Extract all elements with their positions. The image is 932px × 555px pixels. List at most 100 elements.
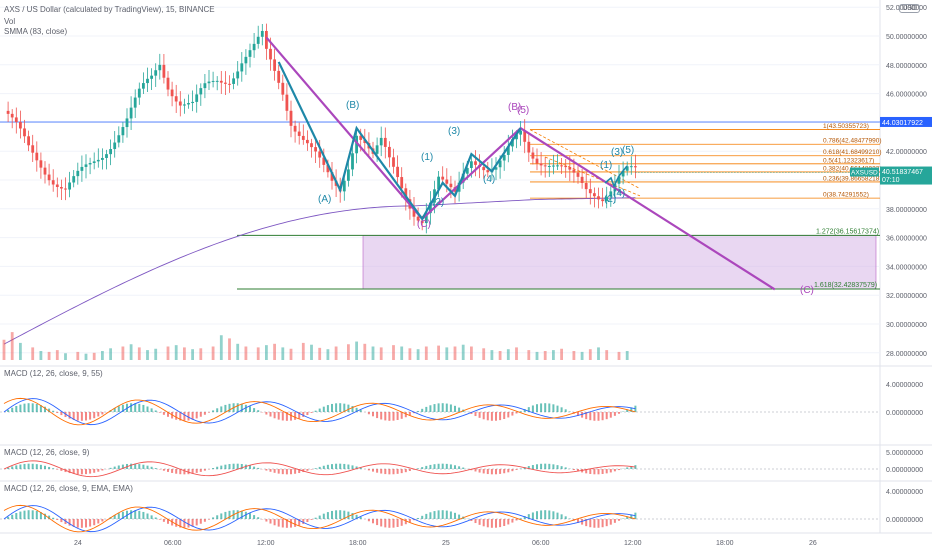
macd3-histogram-bar — [557, 513, 559, 519]
macd2-histogram-bar — [257, 468, 259, 469]
macd2-histogram-bar — [618, 469, 620, 470]
macd1-histogram-bar — [11, 408, 13, 412]
macd1-histogram-bar — [503, 412, 505, 419]
price-tick-label: 30.00000000 — [886, 322, 927, 329]
macd1-histogram-bar — [446, 404, 448, 412]
macd2-histogram-bar — [130, 464, 132, 469]
macd1-histogram-bar — [479, 412, 481, 418]
volume-bar — [560, 349, 563, 360]
time-tick-label: 25 — [442, 540, 450, 547]
macd3-histogram-bar — [306, 519, 308, 522]
wave-label-teal: (4) — [613, 188, 625, 199]
macd2-histogram-bar — [602, 469, 604, 474]
macd3-histogram-bar — [335, 510, 337, 519]
macd2-histogram-bar — [183, 469, 185, 474]
candle-body — [302, 136, 305, 140]
macd1-histogram-bar — [315, 411, 317, 412]
price-tick-label: 50.00000000 — [886, 34, 927, 41]
candle-body — [44, 168, 47, 175]
macd1-histogram-bar — [331, 404, 333, 412]
candle-body — [269, 49, 272, 60]
volume-bar — [236, 344, 239, 360]
macd2-histogram-bar — [212, 468, 214, 469]
macd3-histogram-bar — [495, 519, 497, 528]
macd2-histogram-bar — [265, 469, 267, 471]
macd2-histogram-bar — [286, 469, 288, 474]
macd2-histogram-bar — [405, 469, 407, 472]
time-tick-label: 18:00 — [716, 540, 734, 547]
macd3-histogram-bar — [384, 519, 386, 527]
price-tick-label: 34.00000000 — [886, 264, 927, 271]
candle-body — [253, 44, 256, 50]
macd3-histogram-bar — [36, 511, 38, 519]
macd1-histogram-bar — [323, 407, 325, 412]
candle-body — [585, 183, 588, 189]
macd3-histogram-bar — [302, 519, 304, 524]
candle-body — [60, 187, 63, 189]
macd2-histogram-bar — [561, 466, 563, 469]
macd2-histogram-bar — [565, 467, 567, 469]
wave-label-teal: (4) — [483, 174, 495, 185]
macd3-histogram-bar — [85, 519, 87, 527]
macd3-histogram-bar — [536, 511, 538, 519]
wave-label-teal: (1) — [421, 152, 433, 163]
macd1-histogram-bar — [163, 412, 165, 415]
macd3-histogram-bar — [89, 519, 91, 527]
macd1-histogram-bar — [97, 412, 99, 416]
macd1-histogram-bar — [319, 409, 321, 412]
price-tick-label: 28.00000000 — [886, 351, 927, 358]
macd2-tick-label: 0.00000000 — [886, 467, 923, 474]
macd2-histogram-bar — [93, 469, 95, 473]
macd3-histogram-bar — [565, 516, 567, 519]
volume-bar — [11, 332, 14, 360]
macd1-histogram-bar — [36, 404, 38, 412]
candle-body — [249, 50, 252, 57]
macd2-histogram-bar — [220, 466, 222, 469]
macd1-histogram-bar — [81, 412, 83, 421]
time-tick-label: 26 — [809, 540, 817, 547]
macd2-histogram-bar — [397, 469, 399, 474]
macd1-histogram-bar — [7, 410, 9, 412]
macd2-histogram-bar — [44, 466, 46, 469]
macd3-histogram-bar — [347, 512, 349, 519]
volume-bar — [290, 349, 293, 360]
macd1-histogram-bar — [368, 412, 370, 414]
macd2-histogram-bar — [368, 469, 370, 470]
candle-body — [396, 167, 399, 177]
candle-body — [310, 143, 313, 147]
macd1-histogram-bar — [565, 409, 567, 412]
macd2-histogram-bar — [544, 464, 546, 469]
macd3-histogram-bar — [507, 519, 509, 524]
macd2-histogram-bar — [36, 464, 38, 469]
macd2-histogram-bar — [216, 467, 218, 469]
macd2-histogram-bar — [224, 465, 226, 469]
macd3-histogram-bar — [175, 519, 177, 527]
macd3-histogram-bar — [77, 519, 79, 528]
candle-body — [581, 177, 584, 183]
macd2-histogram-bar — [204, 469, 206, 471]
macd2-histogram-bar — [487, 469, 489, 474]
symbol-title: AXS / US Dollar (calculated by TradingVi… — [4, 5, 215, 14]
macd1-histogram-bar — [540, 403, 542, 412]
candle-body — [400, 177, 403, 188]
macd2-histogram-bar — [327, 465, 329, 469]
macd1-histogram-bar — [491, 412, 493, 421]
macd1-histogram-bar — [274, 412, 276, 418]
volume-bar — [167, 347, 170, 361]
candle-body — [240, 63, 243, 71]
macd3-histogram-bar — [397, 519, 399, 527]
volume-bar — [175, 345, 178, 360]
macd3-histogram-bar — [323, 514, 325, 519]
macd2-histogram-bar — [315, 468, 317, 469]
currency-badge[interactable]: USD — [899, 4, 920, 13]
fib-level-label: 0(38.74291552) — [823, 192, 869, 199]
volume-bar — [318, 348, 321, 360]
macd3-histogram-bar — [97, 519, 99, 523]
candle-body — [224, 83, 227, 84]
macd3-histogram-bar — [216, 515, 218, 519]
candle-body — [548, 166, 551, 167]
candle-body — [450, 184, 453, 187]
candle-body — [23, 128, 26, 136]
macd1-histogram-bar — [511, 412, 513, 416]
